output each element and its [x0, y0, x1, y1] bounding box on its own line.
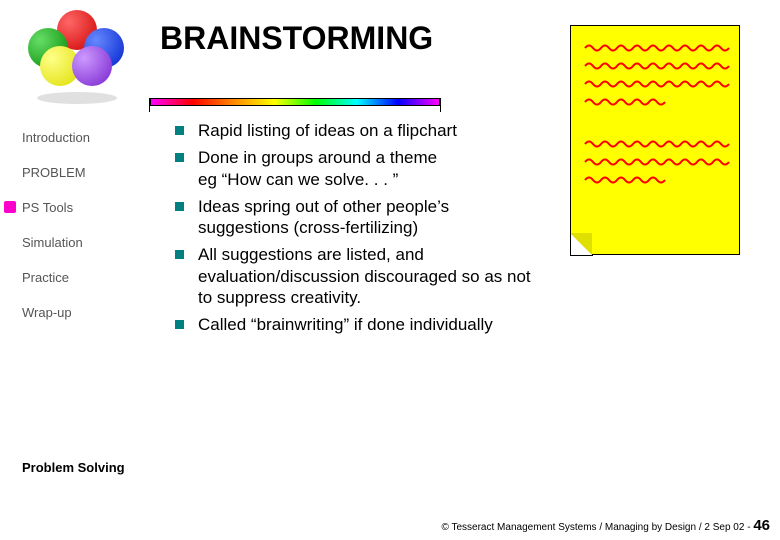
sidebar-item-simulation[interactable]: Simulation — [22, 235, 142, 250]
bullet-square-icon — [175, 320, 184, 329]
bullet-square-icon — [175, 153, 184, 162]
bullet-square-icon — [175, 126, 184, 135]
note-fold-icon — [570, 233, 592, 255]
bullet-text: All suggestions are listed, and evaluati… — [198, 244, 535, 308]
bullet-text: Rapid listing of ideas on a flipchart — [198, 120, 535, 141]
bullet-item: Rapid listing of ideas on a flipchart — [175, 120, 535, 141]
sidebar-item-introduction[interactable]: Introduction — [22, 130, 142, 145]
bullet-item: Called “brainwriting” if done individual… — [175, 314, 535, 335]
bullet-list: Rapid listing of ideas on a flipchart Don… — [175, 120, 535, 341]
sidebar-footer: Problem Solving — [22, 460, 125, 475]
rainbow-divider — [150, 98, 440, 106]
sidebar-nav: Introduction PROBLEM PS Tools Simulation Pra… — [22, 130, 142, 340]
bullet-item: Ideas spring out of other people’s sugge… — [175, 196, 535, 239]
sidebar-item-practice[interactable]: Practice — [22, 270, 142, 285]
sidebar-item-problem[interactable]: PROBLEM — [22, 165, 142, 180]
bullet-square-icon — [175, 250, 184, 259]
bullet-item: All suggestions are listed, and evaluati… — [175, 244, 535, 308]
bullet-text: Done in groups around a theme eg “How ca… — [198, 147, 535, 190]
note-squiggles — [571, 26, 741, 256]
bullet-item: Done in groups around a theme eg “How ca… — [175, 147, 535, 190]
logo-balls — [22, 10, 132, 105]
bullet-text: Ideas spring out of other people’s sugge… — [198, 196, 535, 239]
sidebar-item-ps-tools[interactable]: PS Tools — [22, 200, 142, 215]
page-number: 46 — [753, 517, 770, 534]
copyright-text: © Tesseract Management Systems / Managin… — [442, 522, 745, 533]
sidebar-item-wrap-up[interactable]: Wrap-up — [22, 305, 142, 320]
page-title: BRAINSTORMING — [160, 20, 433, 57]
bullet-square-icon — [175, 202, 184, 211]
sticky-note — [570, 25, 740, 255]
footer-sep: - — [744, 522, 753, 533]
bullet-text: Called “brainwriting” if done individual… — [198, 314, 535, 335]
slide-footer: © Tesseract Management Systems / Managin… — [442, 517, 770, 534]
slide: BRAINSTORMING Introduction PROBLEM PS Tool… — [0, 0, 780, 540]
